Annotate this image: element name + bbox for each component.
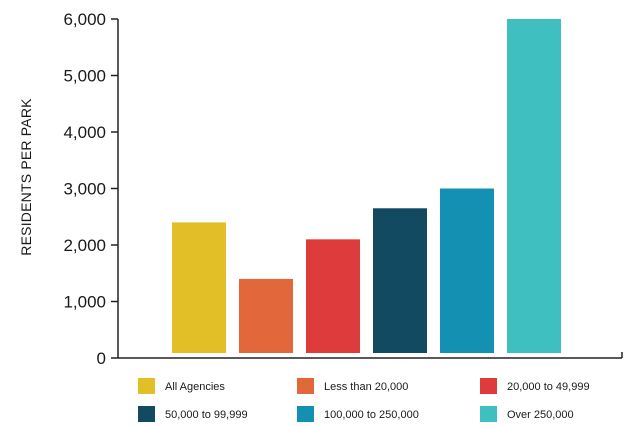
legend-swatch — [138, 378, 155, 394]
legend-swatch — [297, 378, 314, 394]
legend-label: 50,000 to 99,999 — [165, 409, 248, 421]
y-tick-label: 1,000 — [63, 293, 106, 312]
legend-item-3: 20,000 to 49,999 — [480, 378, 590, 394]
legend-label: 100,000 to 250,000 — [324, 409, 419, 421]
legend-swatch — [480, 406, 497, 422]
legend-item-6: Over 250,000 — [480, 406, 574, 422]
legend-label: 20,000 to 49,999 — [507, 381, 590, 393]
legend-item-4: 50,000 to 99,999 — [138, 406, 248, 422]
legend-item-5: 100,000 to 250,000 — [297, 406, 419, 422]
legend-label: Less than 20,000 — [324, 381, 408, 393]
y-tick-label: 0 — [97, 349, 106, 368]
y-axis-title: RESIDENTS PER PARK — [18, 98, 34, 256]
bar-5 — [440, 188, 494, 353]
legend-swatch — [297, 406, 314, 422]
axes — [117, 19, 623, 359]
bar-3 — [306, 239, 360, 353]
y-tick-label: 3,000 — [63, 180, 106, 199]
bars — [172, 19, 561, 353]
y-tick-label: 6,000 — [63, 10, 106, 29]
legend: All Agencies Less than 20,000 20,000 to 49… — [138, 378, 590, 422]
bar-1 — [172, 222, 226, 353]
bar-6 — [507, 19, 561, 353]
legend-item-2: Less than 20,000 — [297, 378, 408, 394]
bar-2 — [239, 278, 293, 353]
y-tick-label: 2,000 — [63, 236, 106, 255]
bar-4 — [373, 208, 427, 353]
legend-swatch — [138, 406, 155, 422]
legend-item-1: All Agencies — [138, 378, 225, 394]
legend-label: All Agencies — [165, 381, 225, 393]
y-tick-label: 4,000 — [63, 123, 106, 142]
legend-label: Over 250,000 — [507, 409, 574, 421]
y-axis-ticks: 0 1,000 2,000 3,000 4,000 5,000 6,000 — [63, 10, 118, 368]
legend-swatch — [480, 378, 497, 394]
y-tick-label: 5,000 — [63, 67, 106, 86]
